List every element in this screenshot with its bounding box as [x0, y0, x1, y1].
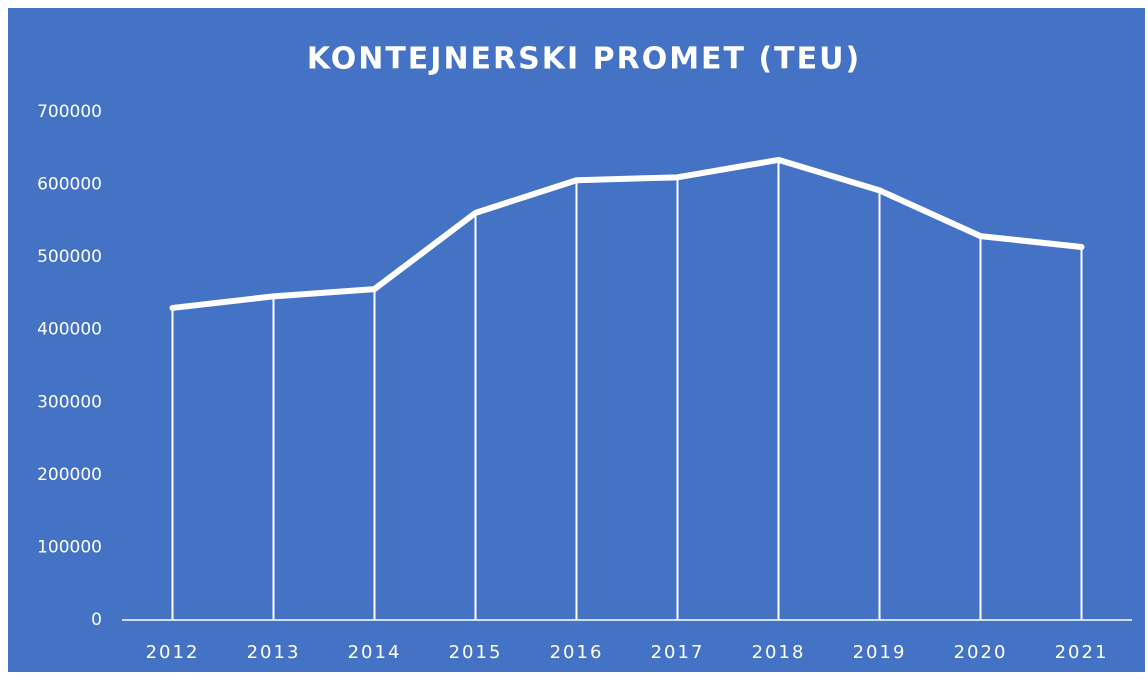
- x-tick-label: 2015: [449, 642, 503, 663]
- y-tick-label: 500000: [37, 247, 102, 267]
- y-tick-label: 400000: [37, 320, 102, 340]
- y-tick-label: 100000: [37, 537, 102, 557]
- x-tick-label: 2014: [348, 642, 402, 663]
- x-tick-label: 2013: [247, 642, 301, 663]
- x-tick-label: 2017: [651, 642, 705, 663]
- x-tick-label: 2018: [752, 642, 806, 663]
- x-tick-label: 2016: [550, 642, 604, 663]
- x-tick-label: 2012: [146, 642, 200, 663]
- y-tick-label: 300000: [37, 392, 102, 412]
- y-tick-label: 0: [91, 610, 102, 630]
- y-tick-label: 700000: [37, 102, 102, 122]
- line: [169, 156, 1085, 311]
- chart-title: KONTEJNERSKI PROMET (TEU): [307, 42, 861, 77]
- x-tick-label: 2021: [1055, 642, 1109, 663]
- y-tick-label: 200000: [37, 465, 102, 485]
- x-tick-label: 2019: [853, 642, 907, 663]
- x-tick-label: 2020: [954, 642, 1008, 663]
- y-tick-label: 600000: [37, 175, 102, 195]
